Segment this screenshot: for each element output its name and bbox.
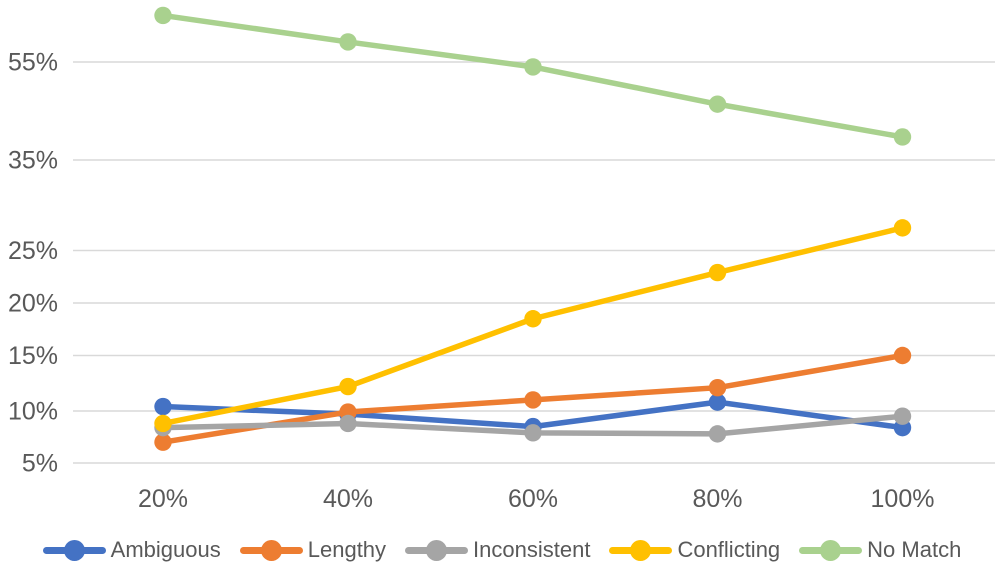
legend-marker-lengthy-icon	[239, 539, 303, 561]
y-axis-label-20: 20%	[8, 290, 58, 318]
legend-dot-lengthy	[260, 539, 282, 561]
y-axis-label-25: 25%	[8, 237, 58, 265]
data-point-conflicting-60	[524, 310, 542, 328]
data-point-no-match-100	[893, 128, 912, 146]
data-point-inconsistent-40	[339, 414, 357, 433]
legend-item-inconsistent: Inconsistent	[405, 539, 590, 561]
data-point-no-match-80	[708, 95, 727, 113]
legend-label-conflicting: Conflicting	[677, 537, 781, 562]
y-axis-label-15: 15%	[8, 342, 58, 370]
legend-label-inconsistent: Inconsistent	[473, 537, 591, 562]
data-point-lengthy-100	[893, 346, 912, 365]
data-point-conflicting-40	[339, 377, 357, 396]
x-axis-label-100: 100%	[871, 485, 935, 513]
legend-dot-no-match	[820, 539, 842, 561]
legend-item-no-match: No Match	[799, 539, 961, 561]
legend-marker-inconsistent-icon	[405, 539, 469, 561]
data-point-inconsistent-80	[708, 425, 727, 443]
data-point-ambiguous-80	[708, 393, 727, 411]
line-chart: 5% 10% 15% 20% 25% 35% 55% 20% 40% 60% 80% 100%	[8, 6, 995, 513]
data-point-inconsistent-60	[524, 424, 542, 442]
data-point-conflicting-20	[154, 414, 172, 433]
data-point-conflicting-100	[893, 219, 912, 237]
data-point-no-match-60	[524, 58, 542, 76]
x-axis-label-60: 60%	[508, 485, 558, 513]
chart-legend: Ambiguous Lengthy Inconsistent Conflicting N…	[0, 528, 1004, 572]
data-point-lengthy-60	[524, 391, 542, 409]
y-axis-label-10: 10%	[8, 398, 58, 426]
x-axis-label-80: 80%	[692, 485, 742, 513]
legend-label-ambiguous: Ambiguous	[110, 537, 221, 562]
legend-label-lengthy: Lengthy	[307, 537, 387, 562]
y-axis-label-35: 35%	[8, 147, 58, 175]
legend-marker-no-match-icon	[799, 539, 863, 561]
data-point-lengthy-80	[708, 378, 727, 397]
y-axis-label-5: 5%	[22, 450, 58, 478]
legend-item-lengthy: Lengthy	[239, 537, 387, 562]
y-axis-label-55: 55%	[8, 49, 58, 77]
legend-marker-ambiguous-icon	[42, 539, 106, 561]
series-line-no-match	[160, 12, 906, 140]
legend-marker-conflicting-icon	[609, 539, 673, 561]
data-point-lengthy-20	[154, 433, 172, 451]
data-point-conflicting-80	[708, 263, 727, 282]
data-point-no-match-40	[339, 33, 357, 51]
legend-item-conflicting: Conflicting	[609, 539, 780, 561]
data-point-inconsistent-100	[893, 407, 912, 425]
x-axis-label-40: 40%	[323, 485, 373, 513]
data-point-ambiguous-20	[154, 397, 172, 416]
data-point-no-match-20	[154, 6, 172, 25]
legend-dot-inconsistent	[426, 539, 448, 561]
legend-label-no-match: No Match	[867, 537, 962, 562]
legend-dot-ambiguous	[63, 539, 85, 561]
legend-dot-conflicting	[630, 539, 652, 561]
legend-item-ambiguous: Ambiguous	[42, 537, 221, 562]
x-axis-label-20: 20%	[138, 485, 188, 513]
